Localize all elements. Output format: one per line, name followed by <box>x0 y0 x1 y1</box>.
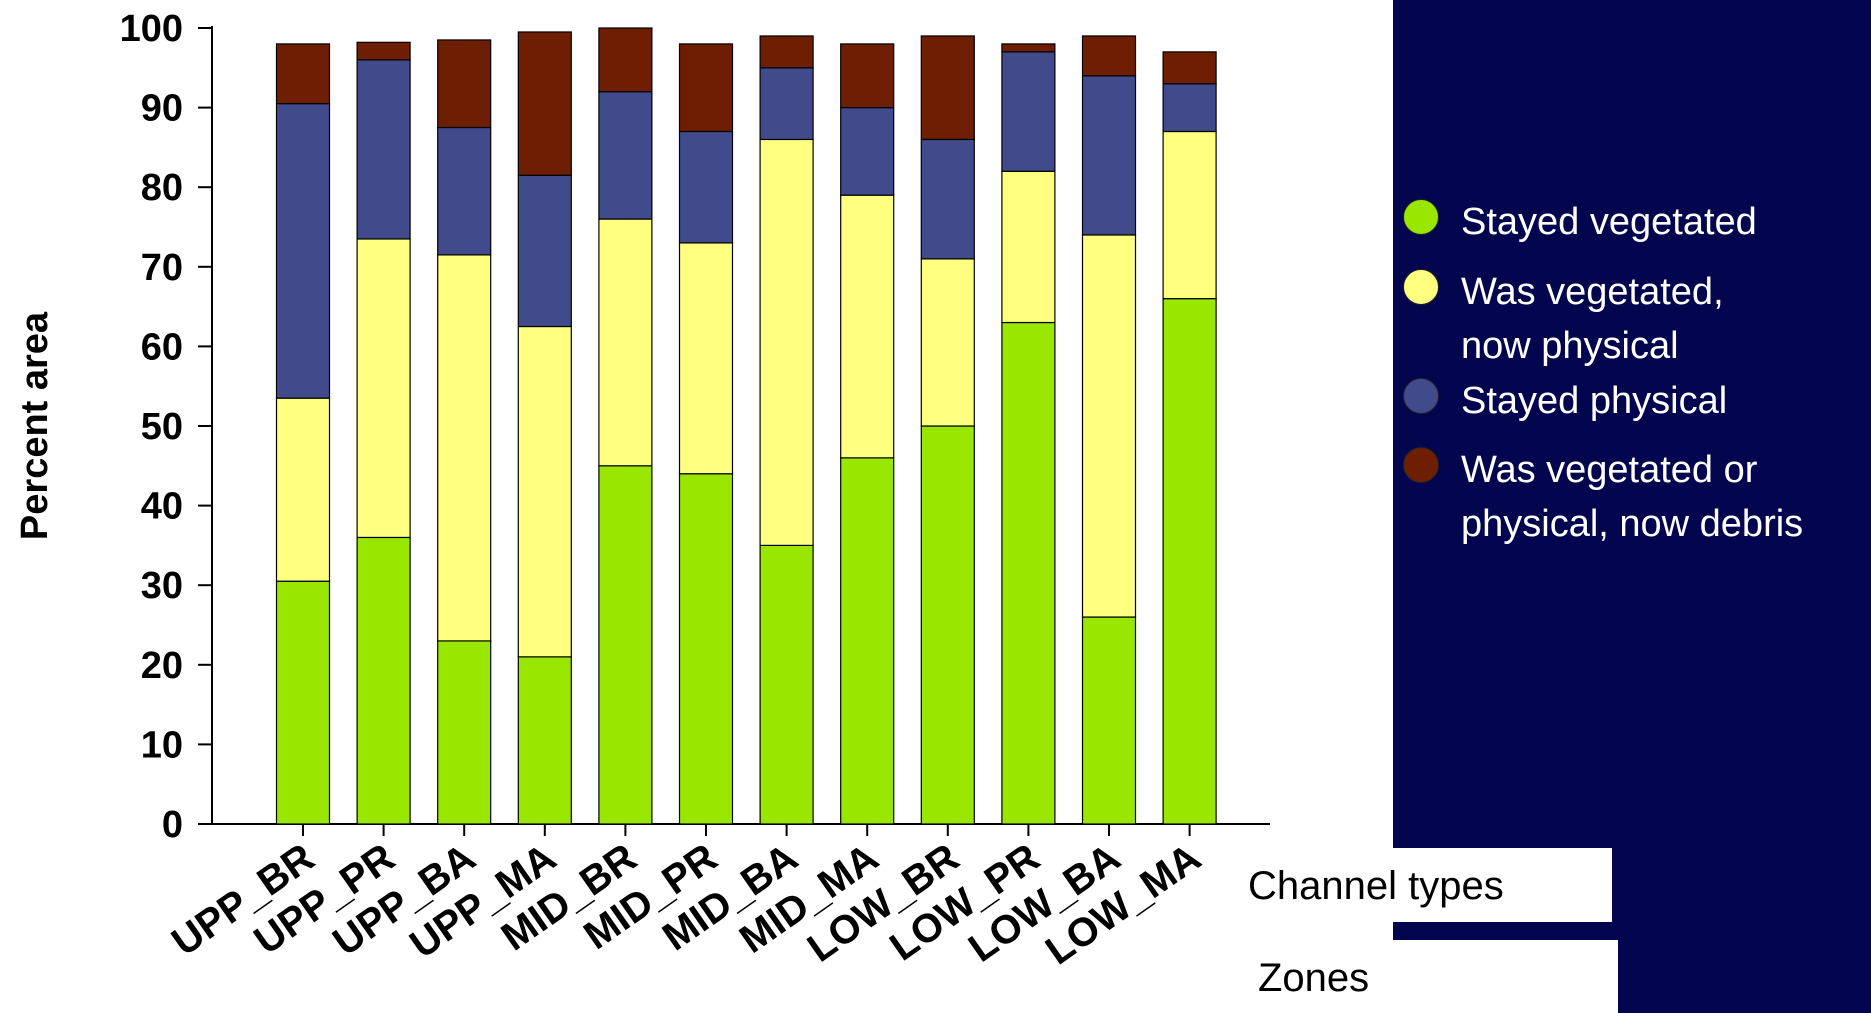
bar-segment <box>759 544 814 825</box>
bar-segment <box>1081 75 1137 236</box>
legend-panel <box>1393 0 1871 1013</box>
bar-segment <box>1162 298 1217 825</box>
bar-segment <box>678 242 734 475</box>
y-tick-label: 100 <box>120 8 183 50</box>
legend-item: Was vegetated, now physical <box>1403 265 1724 373</box>
bar-segment <box>920 138 975 260</box>
bar-segment <box>840 457 895 825</box>
y-tick-labels: 0 10 20 30 40 50 60 70 80 90 100 <box>120 8 183 846</box>
bar-segment <box>598 465 653 825</box>
legend-item: Was vegetated or physical, now debris <box>1403 443 1803 551</box>
bar-segment <box>598 27 653 93</box>
bar-segment <box>1001 321 1056 825</box>
bar-segment <box>1081 616 1137 825</box>
bar-segment <box>1162 130 1217 300</box>
legend-label: Was vegetated or physical, now debris <box>1461 449 1804 545</box>
y-tick-label: 30 <box>141 565 183 607</box>
y-tick-label: 90 <box>141 88 183 130</box>
bar-segment <box>678 473 734 825</box>
zones-box <box>1208 940 1618 1013</box>
bar-segment <box>517 656 572 825</box>
y-tick-label: 60 <box>141 326 183 368</box>
bar-segment <box>1081 35 1137 77</box>
bar-segment <box>275 43 331 105</box>
legend-label: Stayed vegetated <box>1461 201 1757 243</box>
legend-swatch <box>1403 447 1439 483</box>
legend-swatch <box>1403 199 1439 235</box>
bar-segment <box>759 35 814 69</box>
legend-label: Stayed physical <box>1461 380 1728 422</box>
legend-swatch <box>1403 269 1439 305</box>
bar-segment <box>517 174 572 328</box>
bar-segment <box>920 258 975 427</box>
channel-types-box <box>1208 848 1612 922</box>
bar-segment <box>437 254 492 642</box>
bar-segment <box>1162 51 1217 85</box>
bar-segment <box>598 218 653 467</box>
bar-segment <box>678 43 734 133</box>
legend-label: Was vegetated, now physical <box>1461 271 1724 367</box>
y-axis-label: Percent area <box>14 311 56 540</box>
bar-segment <box>840 43 895 109</box>
legend-item: Stayed vegetated <box>1403 195 1757 249</box>
bar-segment <box>678 130 734 244</box>
bar-segment <box>437 640 492 825</box>
bar-segment <box>1162 83 1217 133</box>
bar-segment <box>517 31 572 176</box>
bar-segment <box>840 194 895 459</box>
y-tick-label: 40 <box>141 486 183 528</box>
zones-label: Zones <box>1258 956 1370 1000</box>
y-tick-label: 10 <box>141 724 183 766</box>
bar-segment <box>517 325 572 658</box>
y-tick-label: 70 <box>141 247 183 289</box>
y-tick-label: 80 <box>141 167 183 209</box>
bar-segment <box>437 126 492 256</box>
y-tick-label: 0 <box>162 804 183 846</box>
legend-item: Stayed physical <box>1403 374 1727 428</box>
bar-segment <box>759 67 814 141</box>
channel-types-label: Channel types <box>1248 864 1504 908</box>
bar-segment <box>356 536 411 825</box>
bar-segment <box>759 138 814 546</box>
bar-segment <box>275 580 331 825</box>
stacked-bar-chart: 0 10 20 30 40 50 60 70 80 90 100 UPP_BRUPP_PRUPP_B… <box>14 8 1270 973</box>
bar-segment <box>356 238 411 539</box>
bar-segment <box>275 103 331 399</box>
bar-segment <box>1081 234 1137 618</box>
y-tick-label: 20 <box>141 645 183 687</box>
y-tick-label: 50 <box>141 406 183 448</box>
bar-segment <box>356 41 411 61</box>
bar-segment <box>920 425 975 825</box>
bar-segment <box>275 397 331 582</box>
category-labels: UPP_BRUPP_PRUPP_BAUPP_MAMID_BRMID_PRMID_… <box>164 835 1209 973</box>
legend-swatch <box>1403 378 1439 414</box>
bar-segment <box>1001 51 1056 172</box>
bar-segment <box>356 59 411 240</box>
bar-segment <box>598 91 653 220</box>
bar-segment <box>1001 170 1056 324</box>
bar-segment <box>840 106 895 196</box>
bar-segment <box>920 35 975 141</box>
chart-bars <box>275 27 1217 825</box>
bar-segment <box>1001 43 1056 53</box>
bar-segment <box>437 39 492 129</box>
